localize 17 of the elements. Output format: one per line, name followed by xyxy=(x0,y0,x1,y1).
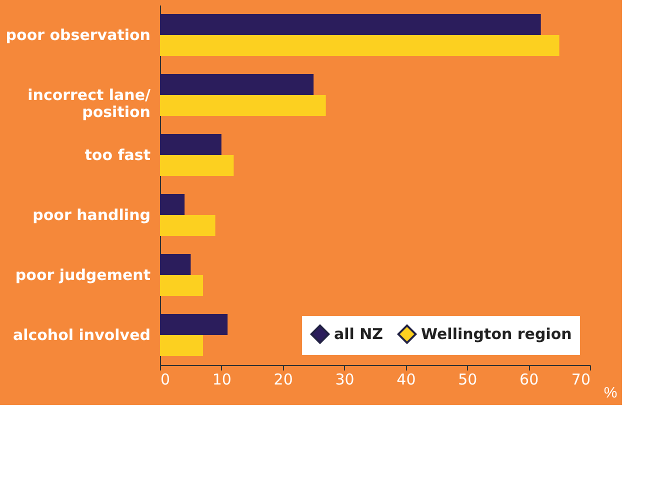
y-tick-label: poor handling xyxy=(32,206,150,224)
x-tick-label: 30 xyxy=(335,370,354,388)
x-axis-title: % xyxy=(604,384,618,402)
x-tick-label: 50 xyxy=(458,370,478,388)
x-tick-label: 60 xyxy=(520,370,539,388)
legend-label: all NZ xyxy=(334,325,384,344)
y-tick-label: poor observation xyxy=(6,26,150,44)
y-tick-label: alcohol involved xyxy=(12,326,150,344)
x-tick-label: 20 xyxy=(274,370,293,388)
y-tick-label: incorrect lane/ position xyxy=(28,86,152,121)
y-tick-label: poor judgement xyxy=(15,266,150,284)
x-tick-label: 40 xyxy=(396,370,416,388)
x-tick-label: 10 xyxy=(212,370,232,388)
y-tick-label: too fast xyxy=(84,146,150,164)
legend-label: Wellington region xyxy=(421,325,572,344)
x-tick-label: 0 xyxy=(160,370,170,388)
x-tick-label: 70 xyxy=(571,370,590,388)
